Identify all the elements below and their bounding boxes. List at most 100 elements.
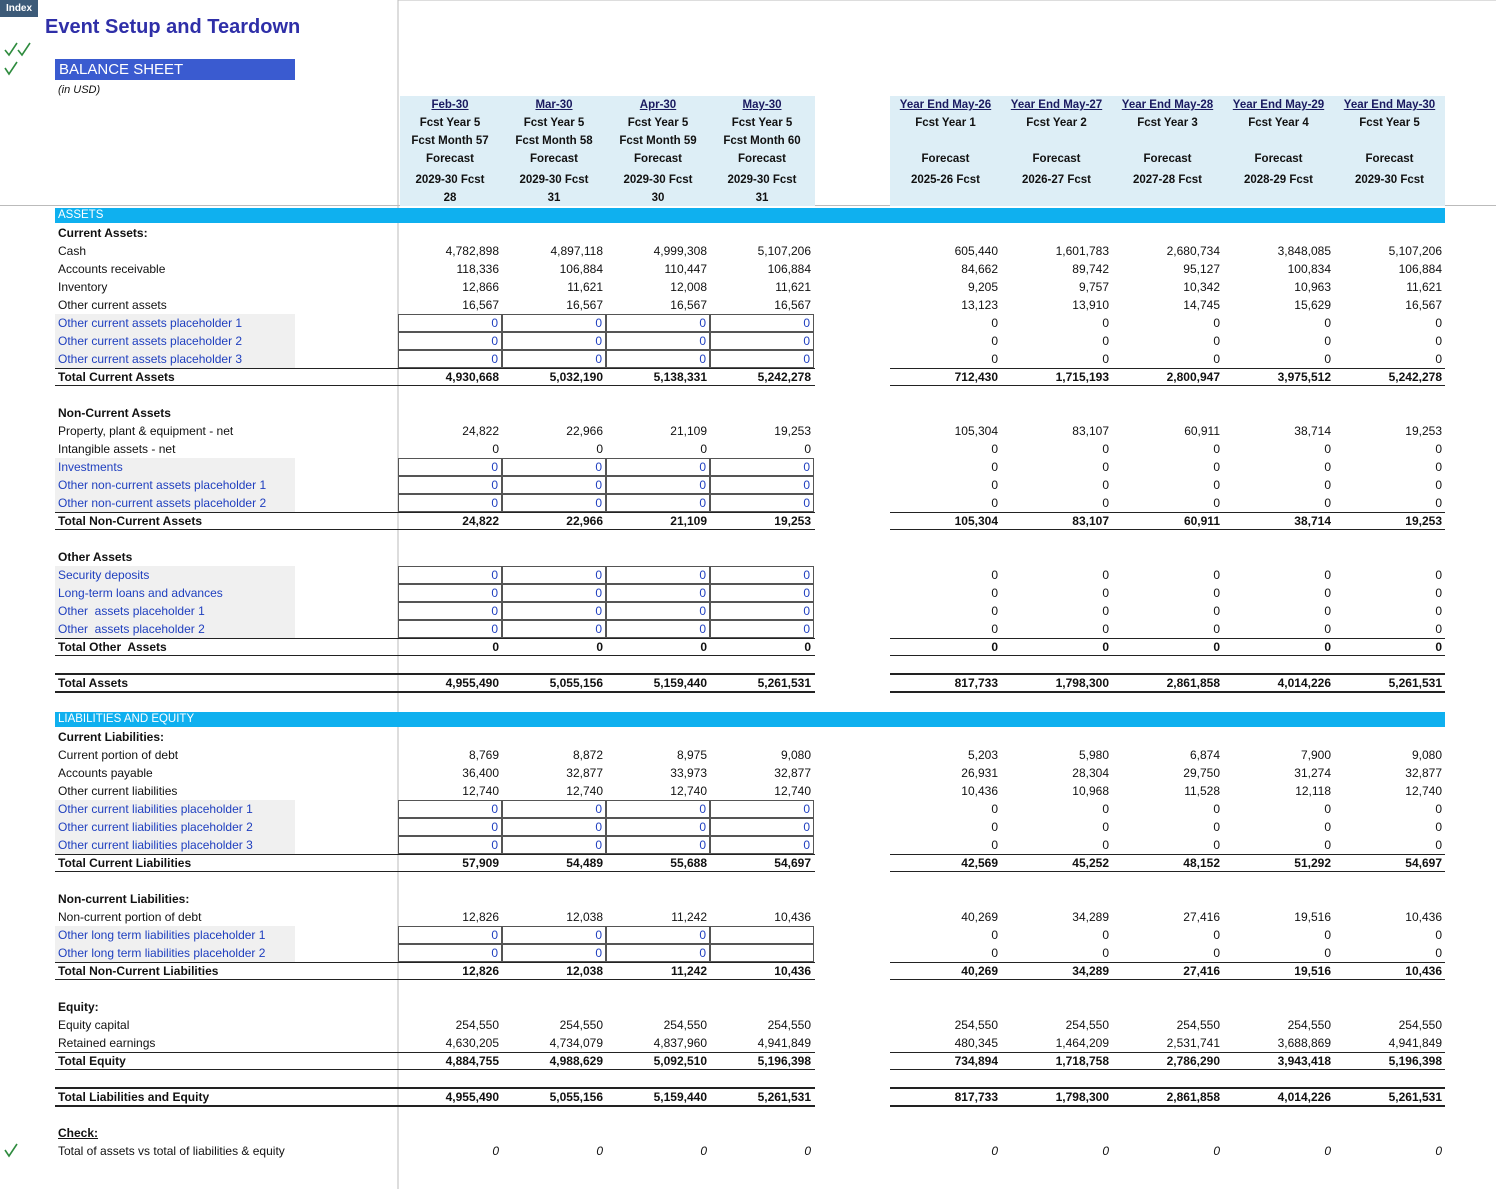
total-rule bbox=[890, 368, 1445, 369]
cell-value: 0 bbox=[710, 836, 814, 854]
cell-value: 110,447 bbox=[664, 262, 708, 276]
cell-value: 28,304 bbox=[1072, 766, 1109, 780]
cell-value: 0 bbox=[1435, 568, 1442, 582]
index-tab[interactable]: Index bbox=[0, 0, 38, 17]
units: (in USD) bbox=[58, 84, 101, 96]
cell-value: 40,269 bbox=[961, 910, 998, 924]
check-value: 0 bbox=[1213, 1144, 1220, 1158]
cell-value: 16,567 bbox=[1405, 298, 1442, 312]
column-header: Year End May-28 bbox=[1121, 99, 1214, 111]
cell-value: 0 bbox=[606, 602, 710, 620]
cell-value: 0 bbox=[1102, 604, 1109, 618]
total-value: 0 bbox=[804, 640, 811, 654]
cell-value: 254,550 bbox=[663, 1018, 707, 1032]
cell-value: 11,242 bbox=[671, 910, 707, 924]
cell-value: 12,866 bbox=[462, 280, 499, 294]
cell-value: 0 bbox=[606, 494, 710, 512]
row-label: Investments bbox=[55, 458, 295, 476]
column-header: Year End May-27 bbox=[1010, 99, 1103, 111]
cell-value: 0 bbox=[710, 602, 814, 620]
total-value: 24,822 bbox=[462, 514, 499, 528]
total-value: 48,152 bbox=[1183, 856, 1220, 870]
column-header: 2026-27 Fcst bbox=[1021, 174, 1092, 186]
cell-value: 0 bbox=[1435, 802, 1442, 816]
row-label: Other non-current assets placeholder 2 bbox=[55, 494, 295, 512]
check-label: Total of assets vs total of liabilities … bbox=[58, 1144, 285, 1158]
total-value: 5,092,510 bbox=[653, 1054, 707, 1068]
cell-value: 0 bbox=[710, 818, 814, 836]
total-rule bbox=[55, 385, 815, 386]
column-header: 2029-30 Fcst bbox=[623, 174, 693, 186]
row-label: Property, plant & equipment - net bbox=[58, 424, 234, 438]
cell-value: 0 bbox=[1324, 568, 1331, 582]
cell-value: 0 bbox=[606, 620, 710, 638]
grand-total-value: 4,955,490 bbox=[445, 676, 499, 690]
cell-value: 0 bbox=[502, 332, 606, 350]
cell-value: 9,757 bbox=[1078, 280, 1109, 294]
total-value: 11,242 bbox=[670, 964, 707, 978]
cell-value: 0 bbox=[1213, 352, 1220, 366]
cell-value: 0 bbox=[398, 314, 502, 332]
row-label: Other current liabilities placeholder 3 bbox=[55, 836, 295, 854]
cell-value: 0 bbox=[1435, 316, 1442, 330]
column-header: Fcst Year 5 bbox=[731, 117, 793, 129]
cell-value: 0 bbox=[710, 314, 814, 332]
cell-value: 0 bbox=[991, 442, 998, 456]
total-rule bbox=[55, 1069, 815, 1070]
column-header: Forecast bbox=[426, 153, 474, 165]
cell-value: 12,740 bbox=[566, 784, 603, 798]
cell-value: 0 bbox=[1435, 496, 1442, 510]
cell-value: 0 bbox=[398, 944, 502, 962]
cell-value: 0 bbox=[1102, 442, 1109, 456]
row-label: Inventory bbox=[58, 280, 108, 294]
cell-value: 0 bbox=[606, 350, 710, 368]
total-value: 4,884,755 bbox=[445, 1054, 499, 1068]
cell-value: 5,107,206 bbox=[757, 244, 811, 258]
total-value: 55,688 bbox=[670, 856, 707, 870]
total-value: 45,252 bbox=[1072, 856, 1109, 870]
cell-value: 38,714 bbox=[1294, 424, 1331, 438]
check-value: 0 bbox=[804, 1144, 811, 1158]
cell-value: 11,621 bbox=[775, 280, 811, 294]
total-value: 12,826 bbox=[462, 964, 499, 978]
total-value: 42,569 bbox=[961, 856, 998, 870]
total-rule bbox=[890, 529, 1445, 530]
total-value: 54,697 bbox=[1405, 856, 1442, 870]
cell-value: 0 bbox=[502, 566, 606, 584]
row-label: Other current assets placeholder 1 bbox=[55, 314, 295, 332]
cell-value: 0 bbox=[502, 458, 606, 476]
cell-value: 0 bbox=[991, 586, 998, 600]
total-value: 0 bbox=[700, 640, 707, 654]
cell-value: 0 bbox=[1102, 802, 1109, 816]
cell-value: 105,304 bbox=[954, 424, 998, 438]
cell-value: 3,688,869 bbox=[1277, 1036, 1331, 1050]
cell-value: 0 bbox=[596, 442, 603, 456]
cell-value: 0 bbox=[991, 622, 998, 636]
column-header: Year End May-30 bbox=[1343, 99, 1436, 111]
cell-value: 0 bbox=[1435, 604, 1442, 618]
cell-value: 0 bbox=[398, 602, 502, 620]
cell-value: 0 bbox=[1102, 352, 1109, 366]
cell-value: 0 bbox=[606, 944, 710, 962]
cell-value: 0 bbox=[606, 566, 710, 584]
cell-value: 95,127 bbox=[1183, 262, 1220, 276]
cell-value: 0 bbox=[991, 946, 998, 960]
grand-total-value: 5,159,440 bbox=[653, 1090, 707, 1104]
cell-value bbox=[710, 944, 814, 962]
total-value: 38,714 bbox=[1294, 514, 1331, 528]
total-value: 2,800,947 bbox=[1166, 370, 1220, 384]
total-value: 0 bbox=[1102, 640, 1109, 654]
cell-value: 0 bbox=[710, 620, 814, 638]
check-mark bbox=[4, 42, 18, 57]
cell-value: 4,941,849 bbox=[1388, 1036, 1442, 1050]
row-label: Other long term liabilities placeholder … bbox=[55, 944, 295, 962]
cell-value: 0 bbox=[991, 802, 998, 816]
cell-value: 0 bbox=[1213, 820, 1220, 834]
row-label: Other current assets bbox=[58, 298, 167, 312]
row-label: Cash bbox=[58, 244, 87, 258]
total-value: 5,196,398 bbox=[1388, 1054, 1442, 1068]
section-title: ASSETS bbox=[58, 209, 104, 221]
cell-value: 4,999,308 bbox=[653, 244, 707, 258]
cell-value: 0 bbox=[1102, 820, 1109, 834]
row-label: Other current liabilities placeholder 2 bbox=[55, 818, 295, 836]
